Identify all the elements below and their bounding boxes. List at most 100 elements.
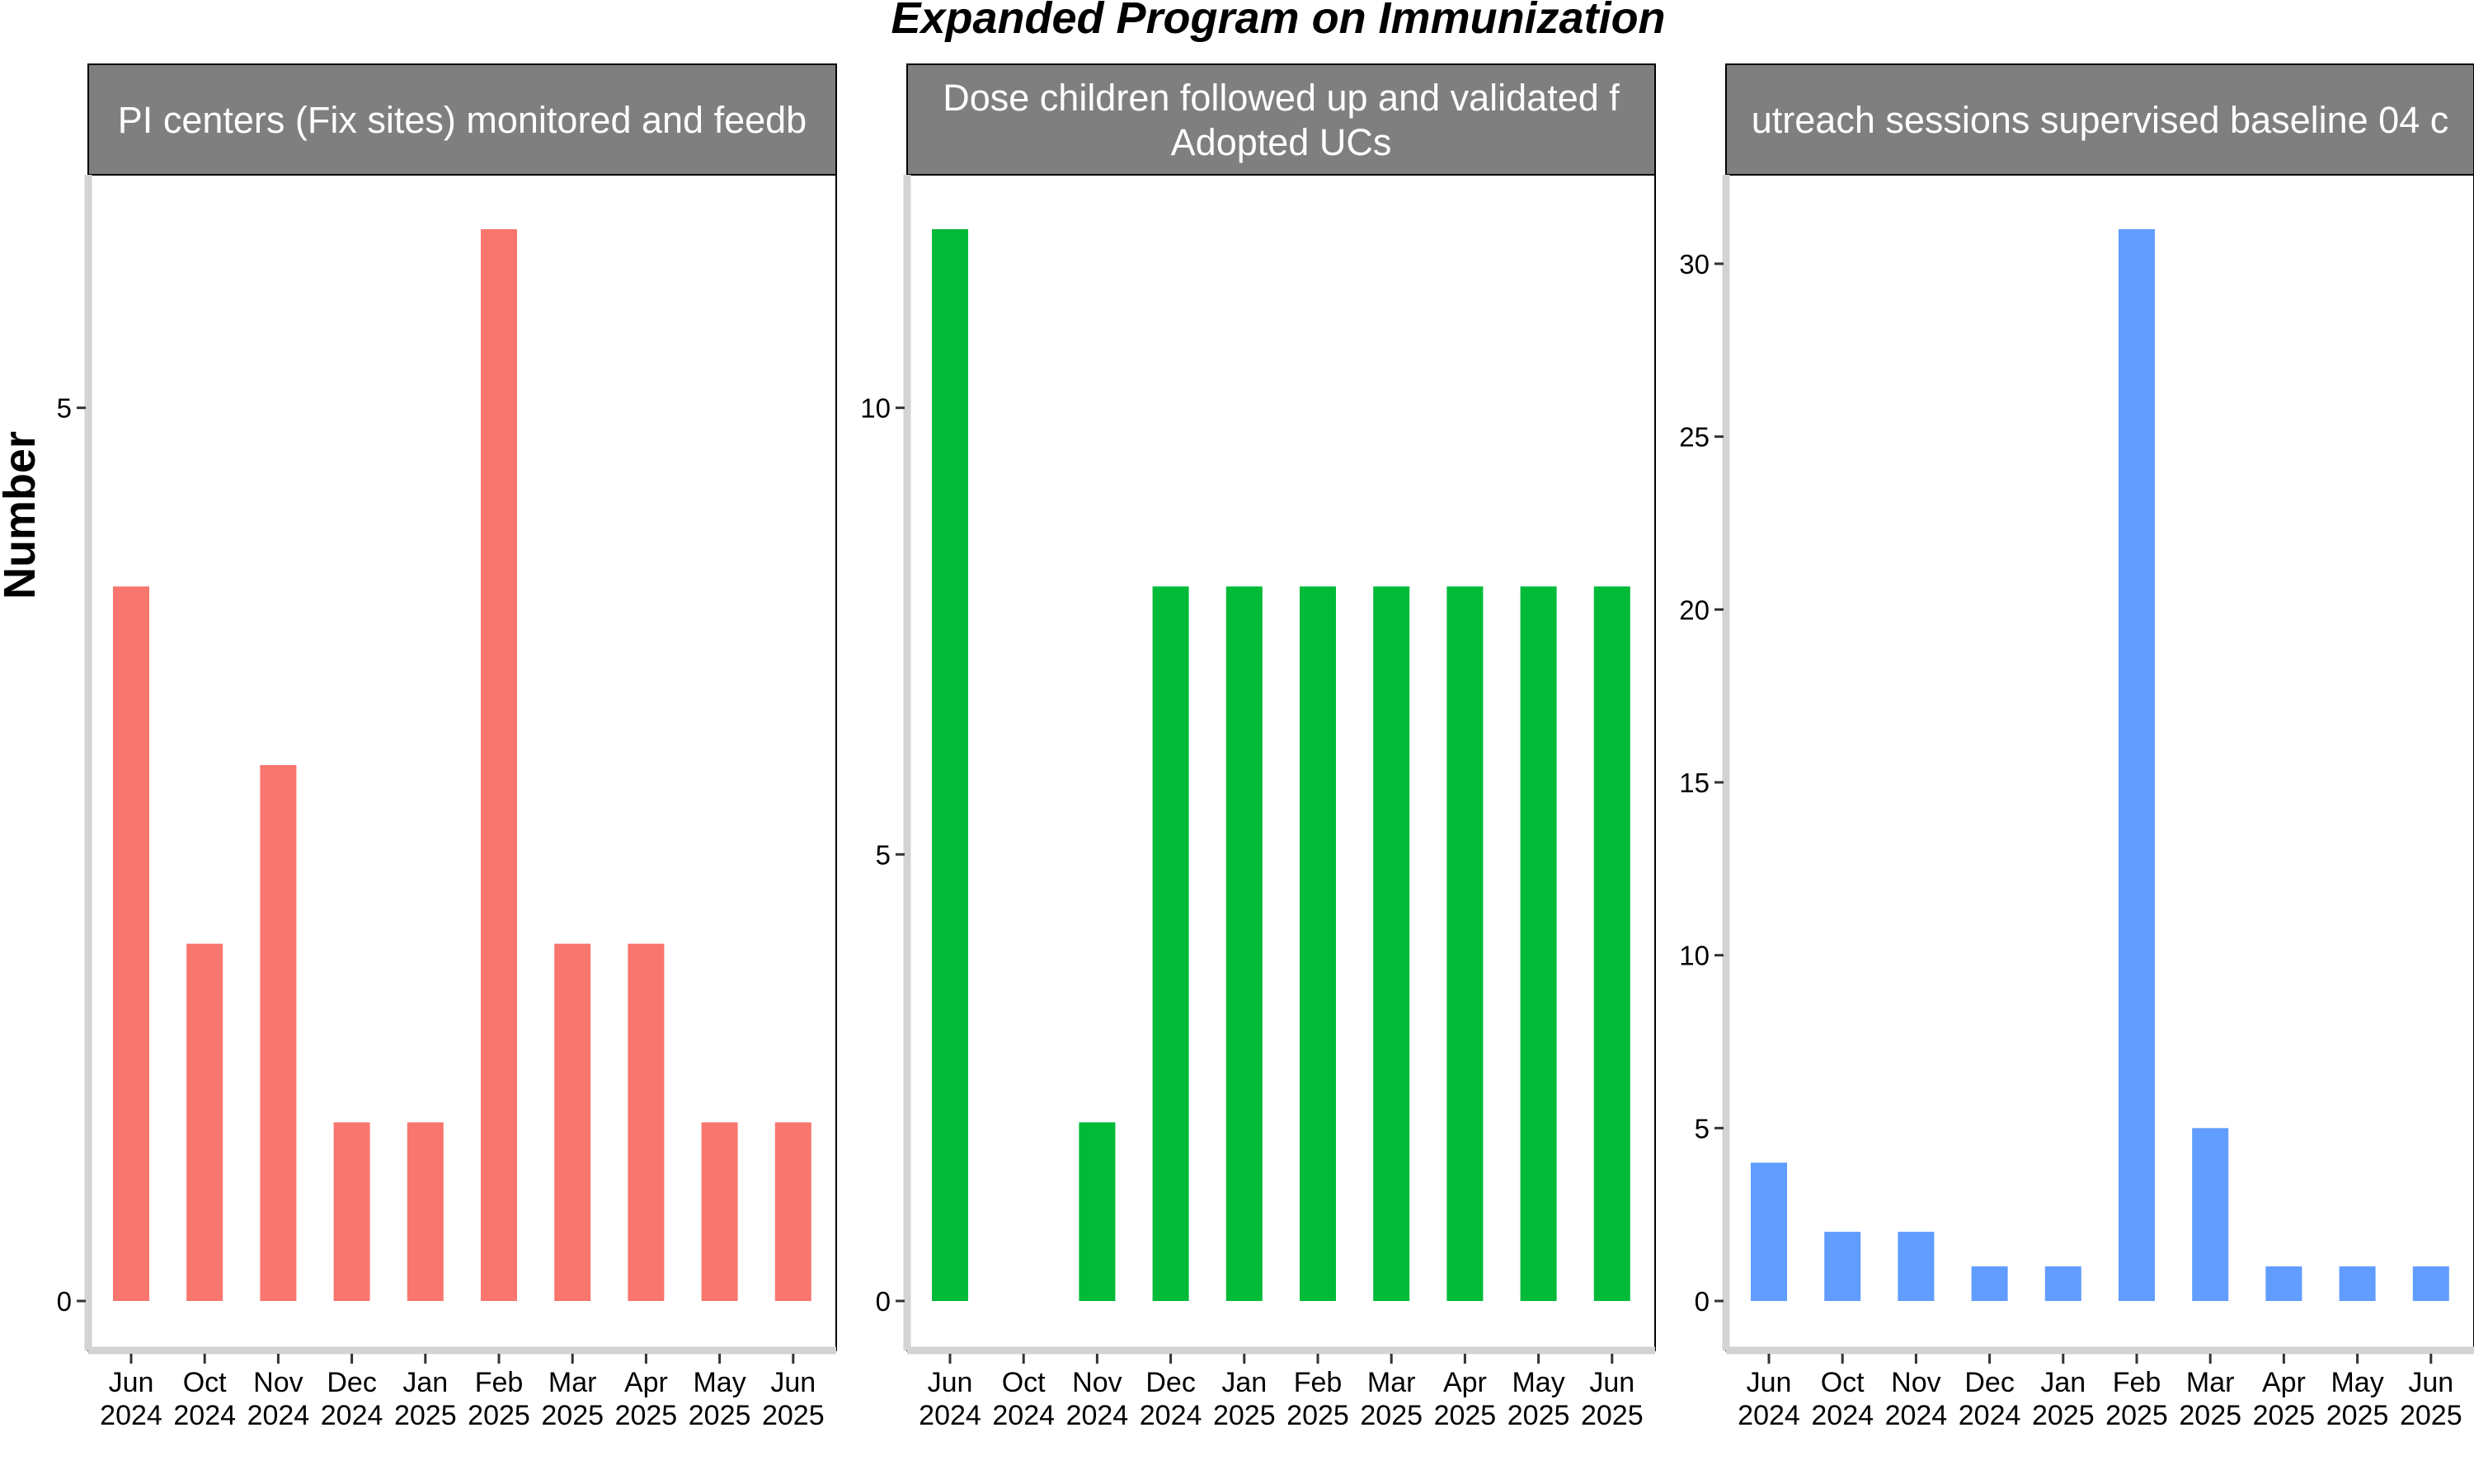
x-tick-label: 2025 bbox=[541, 1400, 604, 1431]
y-axis-label: Number bbox=[0, 431, 45, 599]
x-tick-label: 2024 bbox=[919, 1400, 981, 1431]
y-tick-label: 0 bbox=[876, 1286, 891, 1317]
bar bbox=[407, 1122, 444, 1301]
y-tick-label: 5 bbox=[1695, 1113, 1710, 1144]
x-tick-label: 2025 bbox=[1434, 1400, 1497, 1431]
x-tick-label: 2024 bbox=[321, 1400, 383, 1431]
y-tick-label: 10 bbox=[860, 393, 891, 424]
y-tick-label: 30 bbox=[1679, 249, 1710, 279]
bar bbox=[554, 943, 591, 1301]
y-tick-label: 5 bbox=[57, 393, 72, 424]
facet-strip-label-group: utreach sessions supervised baseline 04 … bbox=[1752, 99, 2449, 141]
x-tick-label: 2025 bbox=[2105, 1400, 2168, 1431]
x-tick-label: 2024 bbox=[173, 1400, 236, 1431]
x-tick-label: 2025 bbox=[1286, 1400, 1349, 1431]
bar bbox=[186, 943, 223, 1301]
x-tick-label: 2024 bbox=[247, 1400, 310, 1431]
x-tick-label: 2024 bbox=[1959, 1400, 2021, 1431]
x-tick-label: 2025 bbox=[1360, 1400, 1423, 1431]
bar bbox=[701, 1122, 738, 1301]
x-tick-label: 2025 bbox=[1581, 1400, 1644, 1431]
x-tick-label: Jun bbox=[2408, 1367, 2453, 1398]
x-tick-label: Apr bbox=[2262, 1367, 2306, 1398]
bar bbox=[2265, 1266, 2302, 1301]
facet-panel: Dose children followed up and validated … bbox=[860, 63, 1656, 1431]
x-tick-label: Mar bbox=[2186, 1367, 2235, 1398]
x-tick-label: 2025 bbox=[468, 1400, 530, 1431]
bar bbox=[1079, 1122, 1116, 1301]
chart-title: Expanded Program on Immunization bbox=[891, 0, 1665, 43]
x-tick-label: Oct bbox=[1002, 1367, 1046, 1398]
x-tick-label: Jan bbox=[402, 1367, 448, 1398]
bar bbox=[1225, 586, 1263, 1301]
x-tick-label: Feb bbox=[2113, 1367, 2161, 1398]
bar bbox=[113, 586, 149, 1301]
facet-strip bbox=[906, 63, 1656, 176]
x-tick-label: 2025 bbox=[1507, 1400, 1570, 1431]
x-tick-label: 2025 bbox=[2253, 1400, 2316, 1431]
y-tick-label: 25 bbox=[1679, 422, 1710, 453]
bar bbox=[1824, 1232, 1861, 1301]
bar bbox=[333, 1122, 370, 1301]
y-tick-label: 15 bbox=[1679, 768, 1710, 798]
facet-strip-label: PI centers (Fix sites) monitored and fee… bbox=[118, 99, 807, 141]
facet-panel: utreach sessions supervised baseline 04 … bbox=[1679, 63, 2474, 1431]
bar bbox=[1373, 586, 1410, 1301]
x-tick-label: 2024 bbox=[992, 1400, 1055, 1431]
x-tick-label: Feb bbox=[1294, 1367, 1343, 1398]
x-tick-label: Feb bbox=[475, 1367, 524, 1398]
x-tick-label: Mar bbox=[1367, 1367, 1416, 1398]
x-tick-label: 2025 bbox=[689, 1400, 751, 1431]
bar bbox=[932, 229, 968, 1301]
x-tick-label: Apr bbox=[624, 1367, 668, 1398]
x-tick-label: May bbox=[693, 1367, 745, 1398]
x-tick-label: Nov bbox=[1891, 1367, 1940, 1398]
y-tick-label: 0 bbox=[57, 1286, 72, 1317]
bar bbox=[260, 765, 297, 1301]
x-tick-label: Jun bbox=[1589, 1367, 1634, 1398]
bar bbox=[1593, 586, 1630, 1301]
x-tick-label: Nov bbox=[253, 1367, 303, 1398]
bar bbox=[481, 229, 517, 1301]
facet-strip-label: Dose children followed up and validated … bbox=[943, 77, 1620, 119]
x-tick-label: May bbox=[1512, 1367, 1564, 1398]
x-tick-label: 2025 bbox=[1213, 1400, 1276, 1431]
x-tick-label: Oct bbox=[183, 1367, 227, 1398]
x-tick-label: 2025 bbox=[615, 1400, 678, 1431]
x-tick-label: 2024 bbox=[100, 1400, 162, 1431]
bar bbox=[2044, 1266, 2081, 1301]
x-tick-label: 2024 bbox=[1140, 1400, 1202, 1431]
panel-border bbox=[1725, 174, 2474, 1351]
x-tick-label: Jun bbox=[109, 1367, 154, 1398]
x-tick-label: Dec bbox=[1145, 1367, 1195, 1398]
facet-panel: PI centers (Fix sites) monitored and fee… bbox=[57, 63, 837, 1431]
x-tick-label: Jan bbox=[2040, 1367, 2086, 1398]
bar bbox=[774, 1122, 811, 1301]
y-tick-label: 20 bbox=[1679, 594, 1710, 625]
bar bbox=[2339, 1266, 2376, 1301]
bar bbox=[2119, 229, 2155, 1301]
bar bbox=[1152, 586, 1189, 1301]
facet-strip bbox=[1725, 63, 2474, 176]
bar bbox=[628, 943, 665, 1301]
x-tick-label: 2024 bbox=[1738, 1400, 1800, 1431]
x-tick-label: 2025 bbox=[2032, 1400, 2095, 1431]
x-tick-label: 2025 bbox=[2326, 1400, 2389, 1431]
x-tick-label: Oct bbox=[1821, 1367, 1865, 1398]
x-tick-label: Dec bbox=[1964, 1367, 2014, 1398]
bar bbox=[2412, 1266, 2449, 1301]
x-tick-label: Apr bbox=[1443, 1367, 1487, 1398]
x-tick-label: Jun bbox=[1747, 1367, 1792, 1398]
x-tick-label: Jan bbox=[1221, 1367, 1267, 1398]
facet-strip-label: Adopted UCs bbox=[1171, 121, 1392, 163]
bar bbox=[1300, 586, 1336, 1301]
bar bbox=[1751, 1162, 1787, 1301]
y-tick-label: 10 bbox=[1679, 941, 1710, 971]
bar bbox=[1446, 586, 1484, 1301]
x-tick-label: 2024 bbox=[1885, 1400, 1948, 1431]
x-tick-label: Jun bbox=[770, 1367, 816, 1398]
facet-strip bbox=[87, 63, 837, 176]
x-tick-label: Dec bbox=[327, 1367, 376, 1398]
x-tick-label: Nov bbox=[1072, 1367, 1122, 1398]
facet-strip-label-group: Dose children followed up and validated … bbox=[943, 77, 1620, 163]
